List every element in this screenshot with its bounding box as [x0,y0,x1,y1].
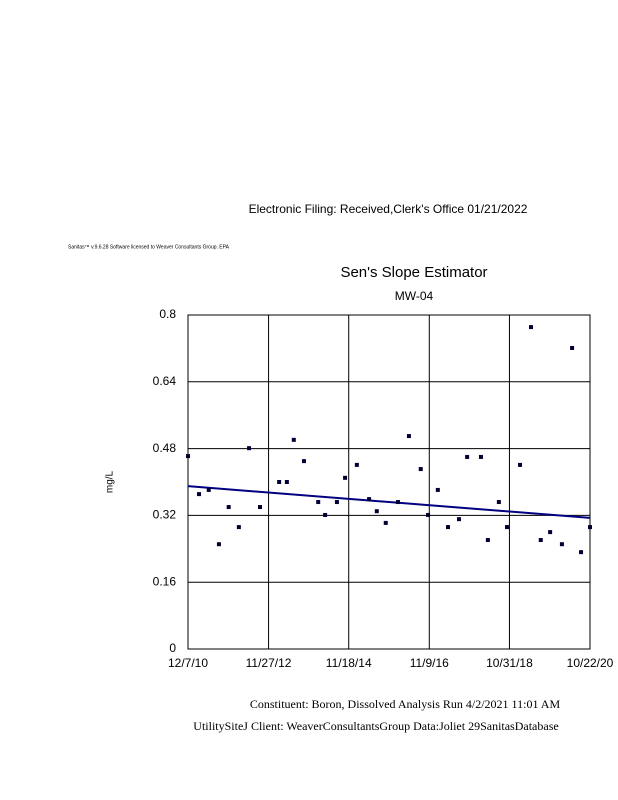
data-point [343,475,348,480]
data-point [588,525,592,530]
data-point [284,480,289,484]
plot-frame [187,314,591,650]
y-tick-label: 0.32 [153,508,177,522]
y-tick-label: 0.64 [153,374,177,388]
y-tick-label: 0.8 [159,307,176,321]
data-point [354,462,359,467]
data-point [529,325,534,330]
data-point [316,500,321,505]
software-note: Sanitas™ v.9.6.28 Software licensed to W… [68,244,230,250]
y-axis-label: mg/L [105,470,116,493]
data-point [579,550,584,555]
data-point [435,487,440,492]
data-point [236,525,241,530]
x-tick-label: 11/9/16 [410,656,449,670]
data-point [485,538,490,543]
data-point [383,520,388,525]
chart-subtitle: MW-04 [395,289,434,303]
data-point [291,437,296,442]
data-point [258,505,263,510]
x-tick-label: 11/18/14 [326,656,372,670]
y-tick-label: 0 [169,641,176,655]
data-point [445,525,450,530]
y-tick-label: 0.16 [153,574,177,588]
data-point [334,500,339,505]
x-tick-label: 10/22/20 [567,656,614,670]
data-point [196,492,201,497]
footer-line: UtilitySiteJ Client: WeaverConsultantsGr… [193,719,558,733]
data-point [418,467,423,472]
data-point [216,542,221,547]
x-tick-label: 10/31/18 [486,656,533,670]
data-point [465,454,470,459]
data-point [367,497,372,502]
data-point [277,480,282,484]
footer-line: Constituent: Boron, Dissolved Analysis R… [250,697,561,711]
data-point [426,512,431,517]
data-point [301,459,306,464]
data-point [395,500,400,505]
data-point [406,434,411,439]
data-point [518,462,523,467]
data-point [186,454,190,459]
x-tick-label: 11/27/12 [246,656,292,670]
data-point [456,517,461,522]
chart-title: Sen's Slope Estimator [340,264,487,281]
data-point [323,512,328,517]
data-point [374,509,379,514]
data-point [538,538,543,543]
data-point [504,525,509,530]
data-point [226,505,231,510]
data-point [247,446,252,451]
data-point [478,454,483,459]
x-tick-label: 12/7/10 [168,656,208,670]
data-point [548,530,553,535]
data-point [496,500,501,505]
data-point [559,542,564,547]
trend-line [187,485,591,519]
y-tick-label: 0.48 [153,441,177,455]
data-point [206,487,211,492]
filing-header: Electronic Filing: Received,Clerk's Offi… [249,202,528,216]
data-point [570,345,575,350]
